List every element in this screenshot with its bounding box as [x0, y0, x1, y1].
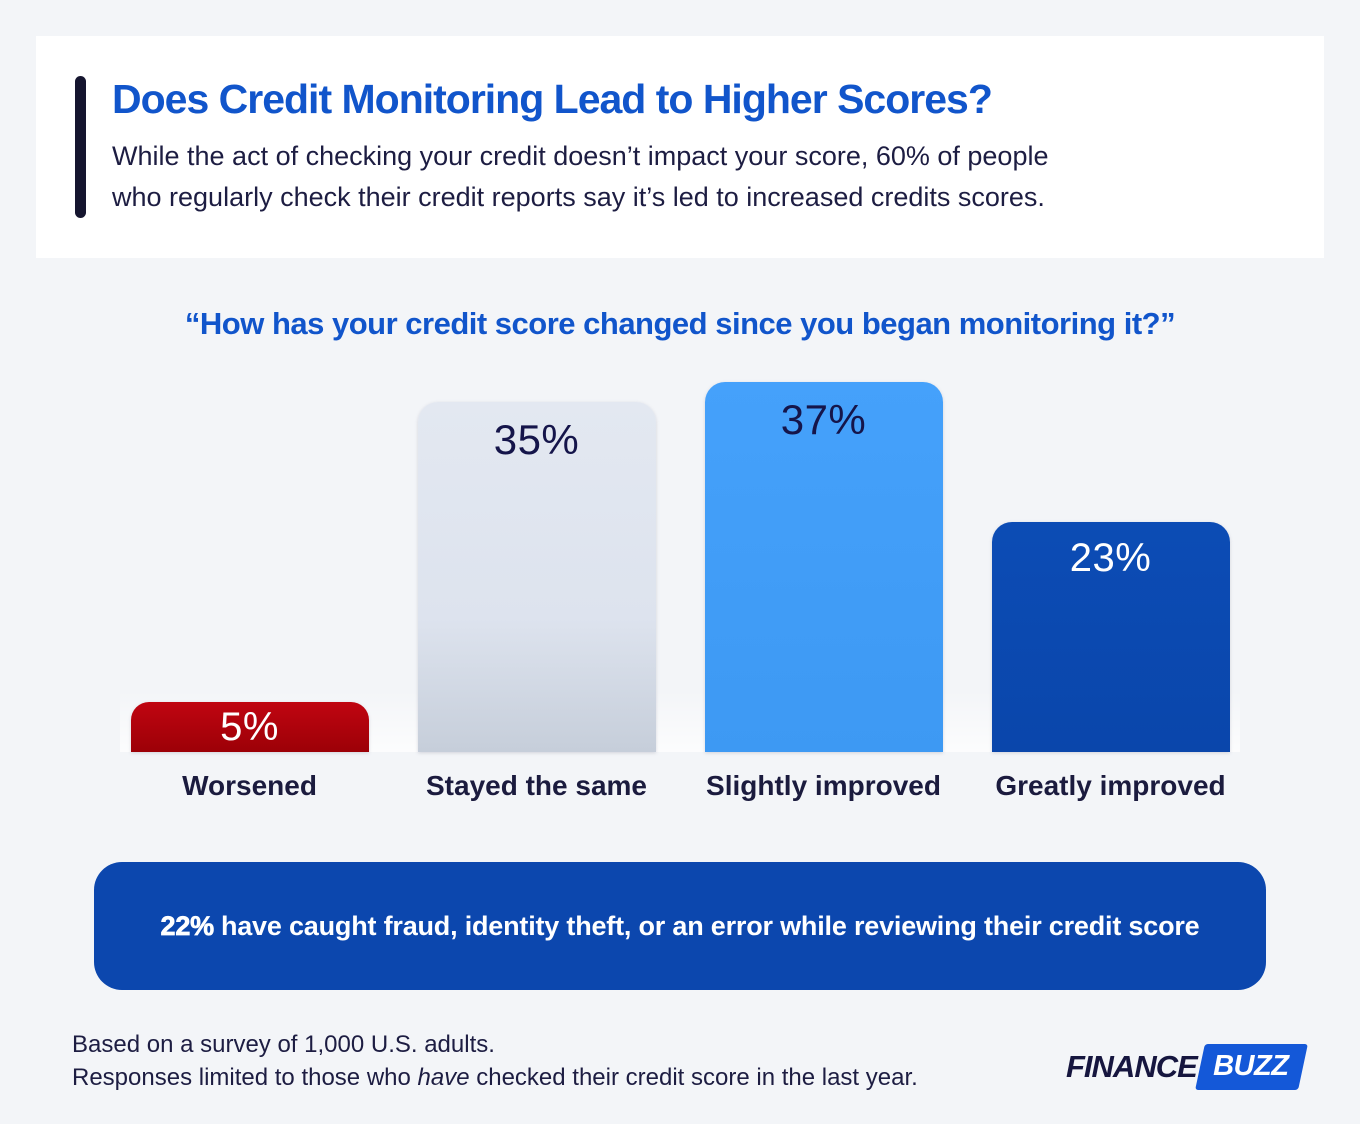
subtitle-line-1: While the act of checking your credit do… [112, 141, 1049, 171]
bar-stayed-the-same: 35% [417, 402, 656, 752]
logo-buzz-box: BUZZ [1194, 1044, 1308, 1090]
methodology-line-2: Responses limited to those who have chec… [72, 1064, 918, 1091]
bar-value-label: 5% [220, 704, 279, 749]
bar-greatly-improved: 23% [991, 522, 1230, 752]
subtitle-line-2: who regularly check their credit reports… [112, 182, 1045, 212]
banner-text: have caught fraud, identity theft, or an… [220, 910, 1200, 941]
bar-category-label: Greatly improved [995, 770, 1226, 801]
logo-finance-text: FINANCE [1066, 1049, 1198, 1084]
page-title: Does Credit Monitoring Lead to Higher Sc… [112, 76, 993, 122]
bar-category-label: Worsened [182, 770, 317, 801]
bar-value-label: 23% [1069, 536, 1152, 580]
bar-column-stayed-the-same: 35% Stayed the same [417, 402, 656, 801]
bar-category-label: Stayed the same [426, 770, 647, 801]
header-card: Does Credit Monitoring Lead to Higher Sc… [36, 36, 1324, 258]
logo-buzz-text: BUZZ [1212, 1050, 1289, 1082]
callout-banner: 22% have caught fraud, identity theft, o… [94, 862, 1266, 990]
financebuzz-logo: FINANCE BUZZ [1066, 1042, 1308, 1092]
bar-column-worsened: 5% Worsened [130, 702, 369, 801]
page-subtitle: While the act of checking your credit do… [112, 136, 1048, 218]
accent-bar [75, 76, 86, 218]
bar-column-greatly-improved: 23% Greatly improved [991, 522, 1230, 801]
bar-chart: 5% Worsened 35% Stayed the same 37% Slig… [120, 382, 1240, 801]
bar-worsened: 5% [130, 702, 369, 752]
banner-stat: 22% [160, 910, 214, 941]
bar-value-label: 35% [493, 416, 580, 463]
bar-value-label: 37% [780, 396, 867, 443]
chart-question: “How has your credit score changed since… [184, 306, 1176, 341]
methodology-note: Based on a survey of 1,000 U.S. adults. … [72, 1028, 918, 1094]
methodology-line-1: Based on a survey of 1,000 U.S. adults. [72, 1031, 495, 1058]
bar-slightly-improved: 37% [704, 382, 943, 752]
bar-column-slightly-improved: 37% Slightly improved [704, 382, 943, 801]
bar-category-label: Slightly improved [706, 770, 941, 801]
